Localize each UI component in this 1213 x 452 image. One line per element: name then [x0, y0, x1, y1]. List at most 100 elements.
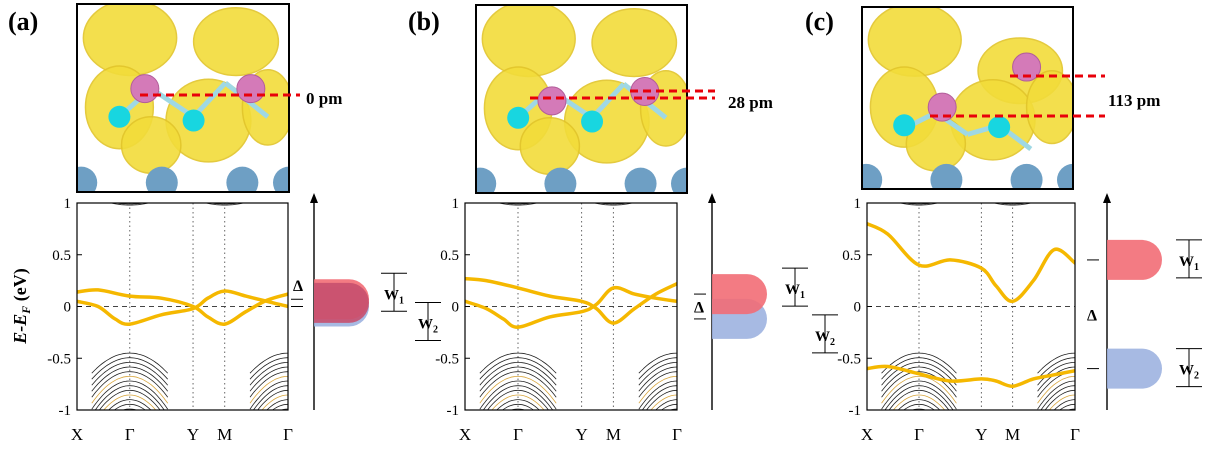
- bulk-band: [650, 394, 677, 410]
- bulk-band: [898, 203, 940, 206]
- energy-axis-arrow: [1103, 193, 1111, 203]
- band-plot: [77, 193, 288, 410]
- bulk-band: [597, 203, 630, 205]
- bulk-band: [1037, 357, 1075, 380]
- bulk-band: [113, 203, 146, 205]
- bulk-band: [1048, 394, 1075, 410]
- kpoint-label: Y: [187, 425, 199, 444]
- bulk-band: [249, 371, 288, 398]
- panel-label: (b): [408, 7, 440, 36]
- bulk-band: [479, 366, 557, 392]
- kpoint-label: Γ: [1070, 425, 1080, 444]
- bulk-band: [91, 375, 169, 404]
- bulk-band: [94, 385, 165, 410]
- y-tick-label: -0.5: [435, 351, 459, 367]
- bulk-band: [638, 361, 677, 386]
- y-tick-label: 1: [452, 196, 460, 212]
- bulk-band: [249, 366, 288, 392]
- energy-axis-arrow: [310, 193, 318, 203]
- cyan-atom: [893, 114, 916, 137]
- bulk-band: [187, 194, 263, 202]
- bulk-band: [249, 375, 288, 404]
- y-axis-label: E-EF (eV): [10, 268, 33, 345]
- substrate-atom: [624, 167, 657, 193]
- bulk-band: [103, 394, 157, 410]
- substrate-atom: [1010, 163, 1043, 189]
- charge-density-image: [862, 7, 1073, 189]
- kpoint-label: M: [1005, 425, 1020, 444]
- bulk-band: [882, 190, 957, 198]
- charge-density-image: [476, 5, 687, 193]
- bulk-band: [502, 203, 534, 205]
- bulk-band: [479, 352, 557, 374]
- bulk-band: [92, 193, 168, 201]
- bulk-band: [903, 403, 935, 410]
- bulk-band: [497, 203, 539, 206]
- bulk-band: [638, 375, 677, 404]
- y-tick-label: -1: [59, 403, 72, 419]
- bulk-band: [509, 203, 527, 204]
- bulk-band: [975, 192, 1050, 200]
- image-frame: [76, 3, 290, 193]
- substrate-atom: [226, 166, 259, 192]
- bulk-band: [992, 203, 1033, 206]
- band-plot: [465, 203, 677, 410]
- substrate-atom: [930, 163, 963, 189]
- delta-label: Δ: [1087, 307, 1097, 324]
- bulk-band: [1037, 371, 1075, 398]
- bulk-band: [122, 408, 138, 410]
- kpoint-label: M: [217, 425, 232, 444]
- charge-density-image: [77, 4, 289, 192]
- substrate-atom: [544, 167, 577, 193]
- bulk-band: [1037, 375, 1075, 404]
- y-tick-label: 0.5: [842, 248, 861, 264]
- kpoint-label: X: [459, 425, 471, 444]
- bulk-band: [903, 203, 935, 205]
- panel-label: (c): [805, 7, 834, 36]
- bulk-band: [975, 193, 1050, 201]
- substrate-atom: [862, 163, 883, 189]
- bulk-band: [204, 203, 246, 206]
- bulk-band: [638, 366, 677, 392]
- bulk-band: [91, 357, 169, 380]
- bulk-band: [496, 399, 540, 410]
- y-tick-label: -0.5: [837, 351, 861, 367]
- kpoint-label: Y: [975, 425, 987, 444]
- bulk-band: [91, 380, 169, 410]
- dos-lower-band: [1107, 348, 1162, 389]
- kpoint-label: Γ: [672, 425, 682, 444]
- bulk-band: [1037, 380, 1075, 410]
- surface-band-1: [77, 289, 288, 326]
- bulk-band: [881, 371, 957, 398]
- bulk-band: [638, 371, 677, 398]
- bulk-band: [261, 394, 288, 410]
- bulk-band: [882, 193, 957, 201]
- kpoint-label: Γ: [283, 425, 293, 444]
- bulk-band: [187, 193, 263, 201]
- bulk-band: [249, 361, 288, 386]
- panel-label: (a): [8, 7, 38, 36]
- substrate-atom: [476, 167, 497, 193]
- dos-upper-band: [712, 274, 768, 315]
- bulk-band: [881, 352, 957, 374]
- surface-band-1: [867, 364, 1075, 388]
- y-tick-label: 1: [854, 196, 862, 212]
- bulk-band: [1004, 203, 1021, 204]
- surface-band-0: [77, 288, 288, 326]
- bulk-band: [592, 203, 635, 206]
- kpoint-label: X: [71, 425, 83, 444]
- bulk-band: [491, 394, 545, 410]
- kpoint-label: Y: [575, 425, 587, 444]
- bulk-band: [479, 375, 557, 404]
- bulk-band: [881, 375, 957, 404]
- bulk-band: [975, 190, 1050, 198]
- bulk-band: [208, 203, 241, 205]
- substrate-atom: [273, 166, 289, 192]
- bulk-band: [91, 352, 168, 374]
- bulk-band: [91, 366, 169, 392]
- kpoint-label: Γ: [125, 425, 135, 444]
- kpoint-label: Γ: [513, 425, 523, 444]
- bulk-band: [881, 366, 957, 392]
- surface-band-0: [465, 276, 677, 325]
